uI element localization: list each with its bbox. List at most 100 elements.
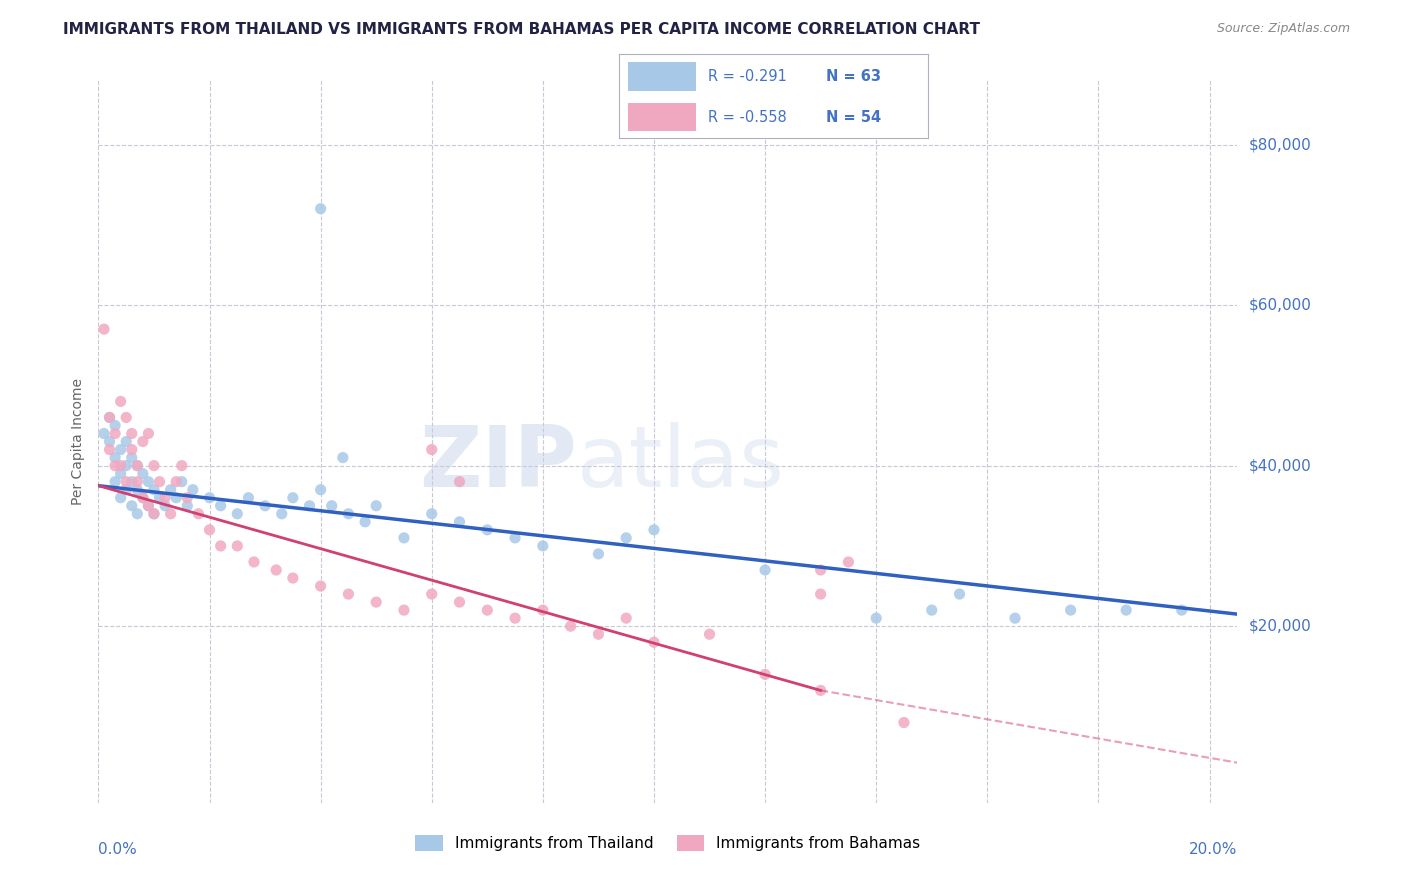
Point — [270, 507, 292, 521]
Point — [143, 507, 166, 521]
Point — [121, 499, 143, 513]
Text: $60,000: $60,000 — [1249, 298, 1312, 312]
Point — [127, 458, 149, 473]
Point — [614, 611, 637, 625]
Point — [449, 515, 471, 529]
Point — [614, 531, 637, 545]
Point — [148, 491, 170, 505]
Point — [281, 571, 304, 585]
Point — [153, 499, 176, 513]
Point — [165, 491, 187, 505]
Point — [132, 491, 155, 505]
Point — [366, 595, 388, 609]
Point — [198, 491, 221, 505]
Point — [503, 611, 526, 625]
Point — [121, 450, 143, 465]
Text: 20.0%: 20.0% — [1189, 842, 1237, 856]
Point — [98, 442, 121, 457]
Point — [121, 475, 143, 489]
Point — [181, 483, 204, 497]
Text: $20,000: $20,000 — [1249, 619, 1312, 633]
Bar — [628, 103, 696, 131]
Point — [127, 475, 149, 489]
Point — [110, 458, 132, 473]
Point — [110, 394, 132, 409]
Point — [309, 483, 332, 497]
Point — [93, 426, 115, 441]
Point — [138, 426, 160, 441]
Point — [159, 507, 181, 521]
Text: ZIP: ZIP — [419, 422, 576, 505]
Point — [127, 483, 149, 497]
Point — [165, 475, 187, 489]
Point — [132, 467, 155, 481]
Point — [132, 491, 155, 505]
Point — [321, 499, 343, 513]
Point — [560, 619, 582, 633]
Point — [699, 627, 721, 641]
Point — [115, 434, 138, 449]
Point — [159, 483, 181, 497]
Point — [264, 563, 287, 577]
Point — [503, 531, 526, 545]
Point — [309, 579, 332, 593]
Point — [281, 491, 304, 505]
Point — [1170, 603, 1192, 617]
Point — [1059, 603, 1081, 617]
Point — [810, 587, 832, 601]
Text: IMMIGRANTS FROM THAILAND VS IMMIGRANTS FROM BAHAMAS PER CAPITA INCOME CORRELATIO: IMMIGRANTS FROM THAILAND VS IMMIGRANTS F… — [63, 22, 980, 37]
Point — [254, 499, 277, 513]
Point — [588, 547, 610, 561]
Point — [187, 507, 209, 521]
Point — [115, 475, 138, 489]
Point — [226, 539, 249, 553]
Point — [110, 442, 132, 457]
Point — [209, 539, 232, 553]
Point — [148, 475, 170, 489]
Text: N = 63: N = 63 — [825, 69, 882, 84]
Point — [110, 467, 132, 481]
Point — [366, 499, 388, 513]
Y-axis label: Per Capita Income: Per Capita Income — [72, 378, 86, 505]
Point — [132, 434, 155, 449]
Point — [153, 491, 176, 505]
Point — [104, 426, 127, 441]
Point — [138, 499, 160, 513]
Point — [332, 450, 354, 465]
Point — [837, 555, 859, 569]
Point — [138, 475, 160, 489]
Point — [309, 202, 332, 216]
Point — [143, 458, 166, 473]
Point — [449, 595, 471, 609]
Point — [420, 587, 443, 601]
Point — [121, 442, 143, 457]
Point — [531, 603, 554, 617]
Legend: Immigrants from Thailand, Immigrants from Bahamas: Immigrants from Thailand, Immigrants fro… — [409, 829, 927, 857]
Text: $40,000: $40,000 — [1249, 458, 1312, 473]
Point — [392, 603, 415, 617]
Point — [865, 611, 887, 625]
Text: R = -0.558: R = -0.558 — [709, 110, 787, 125]
Point — [810, 563, 832, 577]
Point — [420, 507, 443, 521]
Point — [104, 458, 127, 473]
Point — [754, 667, 776, 681]
Point — [104, 475, 127, 489]
Point — [298, 499, 321, 513]
Point — [893, 715, 915, 730]
Point — [138, 499, 160, 513]
Point — [337, 587, 360, 601]
Point — [104, 450, 127, 465]
Point — [115, 483, 138, 497]
Point — [243, 555, 266, 569]
Point — [93, 322, 115, 336]
Point — [477, 603, 499, 617]
Point — [98, 410, 121, 425]
Point — [754, 563, 776, 577]
Point — [238, 491, 260, 505]
Point — [143, 483, 166, 497]
Point — [921, 603, 943, 617]
Point — [104, 418, 127, 433]
Bar — [628, 62, 696, 91]
Point — [170, 475, 193, 489]
